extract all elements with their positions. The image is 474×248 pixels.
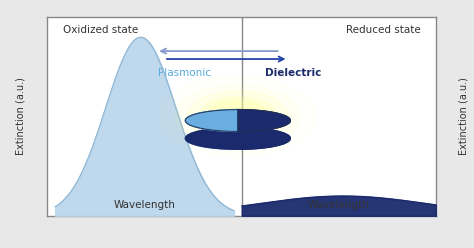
Text: Extinction (a.u.): Extinction (a.u.) [15, 78, 25, 155]
Text: Dielectric: Dielectric [265, 68, 321, 78]
Text: Extinction (a.u.): Extinction (a.u.) [458, 78, 468, 155]
Ellipse shape [185, 127, 290, 149]
Circle shape [207, 101, 269, 132]
Text: Plasmonic: Plasmonic [158, 68, 210, 78]
Polygon shape [185, 110, 238, 149]
Text: Oxidized state: Oxidized state [63, 25, 138, 35]
Text: Wavelength: Wavelength [308, 200, 370, 210]
Text: Reduced state: Reduced state [346, 25, 420, 35]
Circle shape [176, 85, 300, 148]
Circle shape [187, 91, 288, 142]
Circle shape [199, 97, 277, 136]
Text: Wavelength: Wavelength [114, 200, 175, 210]
Polygon shape [185, 110, 238, 131]
Polygon shape [238, 110, 290, 149]
Polygon shape [238, 110, 290, 131]
